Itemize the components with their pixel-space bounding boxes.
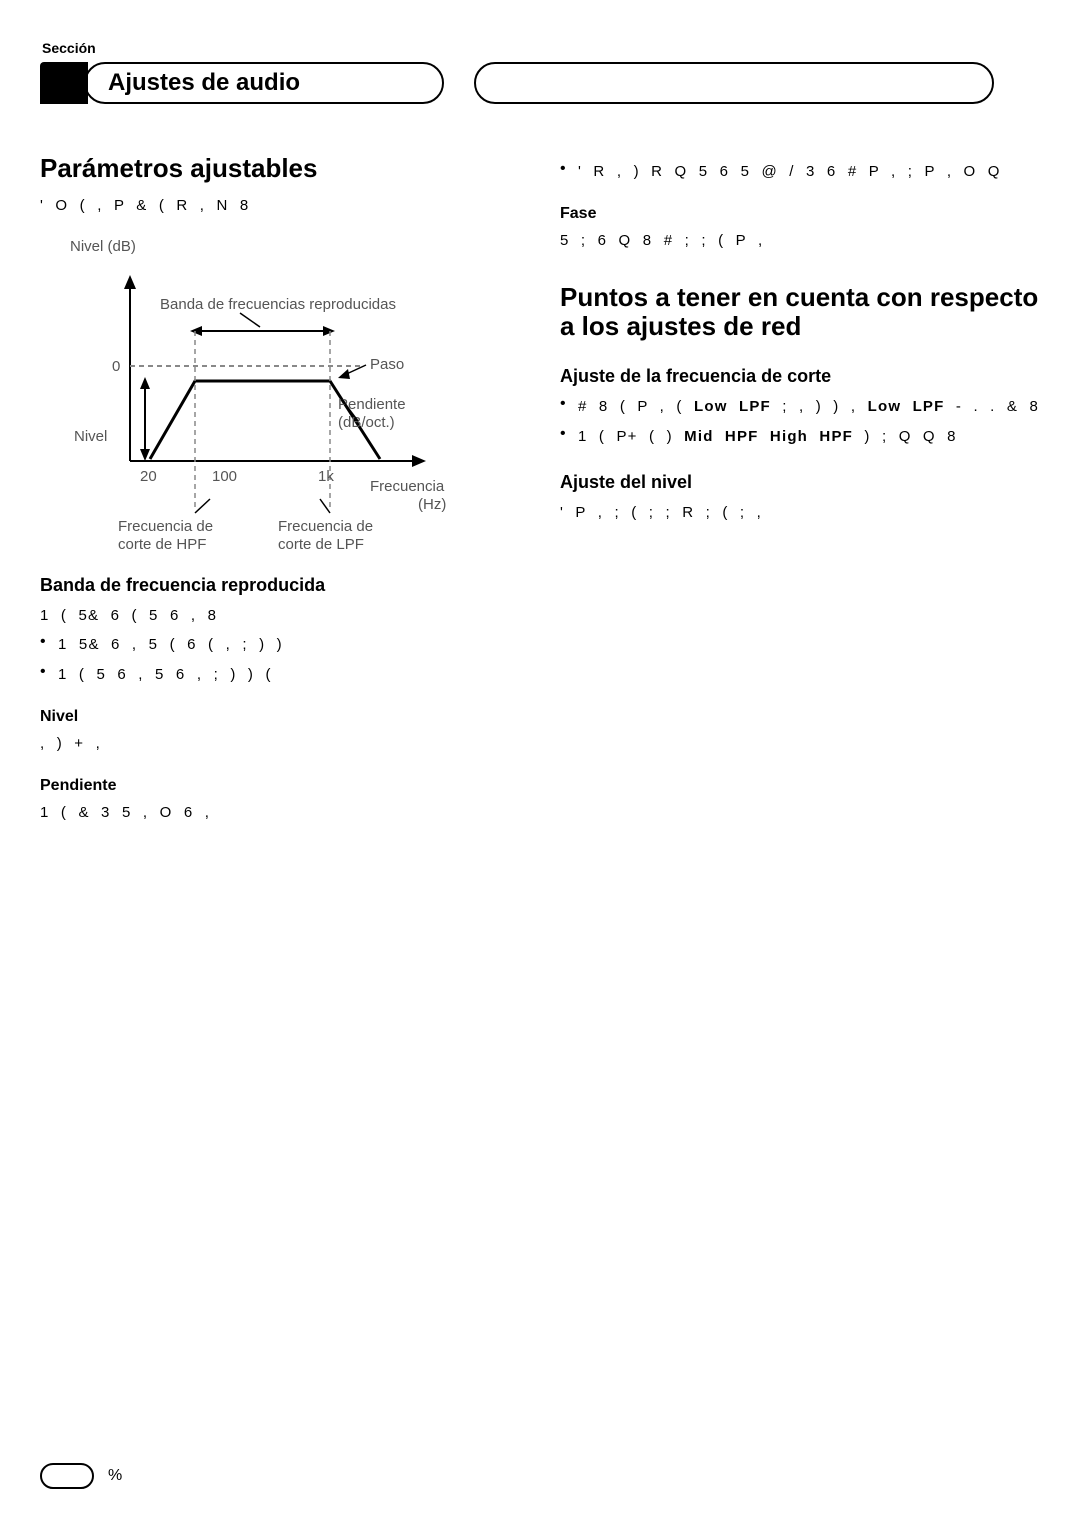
band-right-arrow-icon: [323, 326, 335, 336]
cut-b1-bold1: Low LPF: [694, 398, 771, 415]
left-intro: ' O ( , P & ( R , N 8: [40, 194, 520, 217]
right-h2: Puntos a tener en cuenta con respecto a …: [560, 283, 1040, 343]
paso-label: Paso: [370, 356, 404, 373]
nivel-up-arrow-icon: [140, 377, 150, 389]
cut-b2-bold1: Mid HPF: [684, 428, 758, 445]
cut-b1-b: ; , ) ) ,: [782, 398, 856, 415]
band-bullet-1: • 1 5& 6 , 5 ( 6 ( , ; ) ): [40, 633, 520, 656]
bullet-dot-icon: •: [560, 395, 578, 418]
band-pointer: [240, 313, 260, 327]
left-column: Parámetros ajustables ' O ( , P & ( R , …: [40, 154, 520, 824]
h3-level: Ajuste del nivel: [560, 472, 1040, 493]
cut-bullet-2: • 1 ( P+ ( ) Mid HPF: [560, 425, 1040, 448]
band-bullet-2: • 1 ( 5 6 , 5 6 , ; ) ): [40, 663, 520, 686]
cut-b2: 1 ( P+ ( ) Mid HPF High: [578, 425, 957, 448]
left-h2: Parámetros ajustables: [40, 154, 520, 184]
header-title-pill: Ajustes de audio: [84, 62, 444, 104]
pend-p: 1 ( & 3 5 , O 6 ,: [40, 801, 520, 824]
header-title: Ajustes de audio: [108, 69, 300, 97]
hpf-pointer: [195, 499, 210, 513]
h4-pendiente: Pendiente: [40, 777, 520, 795]
h3-band: Banda de frecuencia reproducida: [40, 575, 520, 596]
cut-b1-c: - . . & 8: [956, 398, 1039, 415]
cut-b2-bold2: High HPF: [770, 428, 853, 445]
header-right-pill: [474, 62, 994, 104]
x-axis-label: Frecuencia(Hz): [370, 478, 446, 513]
y-zero: 0: [112, 358, 120, 375]
band-label: Banda de frecuencias reproducidas: [160, 296, 396, 313]
frequency-diagram: Nivel (dB) 0 Paso Pendiente(dB/oct.): [40, 231, 520, 551]
bullet-dot-icon: •: [40, 633, 58, 656]
hpf-label: Frecuencia decorte de HPF: [118, 518, 213, 551]
header-row: Ajustes de audio: [40, 62, 1040, 104]
lpf-label: Frecuencia decorte de LPF: [278, 518, 373, 551]
cut-b1: # 8 ( P , ( Low LPF ;: [578, 395, 1039, 418]
level-p: ' P , ; ( ; ; R: [560, 501, 1040, 524]
right-top-text: ' R , ) R Q 5: [578, 160, 1001, 183]
black-tab: [40, 62, 88, 104]
band-b1-text: 1 5& 6 , 5 ( 6 ( , ; ) ): [58, 633, 283, 656]
footer: %: [40, 1463, 122, 1489]
band-left-arrow-icon: [190, 326, 202, 336]
bullet-dot-icon: •: [40, 663, 58, 686]
lpf-pointer: [320, 499, 330, 513]
y-arrow-icon: [124, 275, 136, 289]
x-arrow-icon: [412, 455, 426, 467]
bullet-dot-icon: •: [560, 160, 578, 183]
cut-b2-a: 1 ( P+ ( ): [578, 428, 673, 445]
cut-b1-bold2: Low LPF: [868, 398, 945, 415]
h4-fase: Fase: [560, 205, 1040, 223]
fase-p: 5 ; 6 Q 8 # ; ; ( P: [560, 229, 1040, 252]
content-columns: Parámetros ajustables ' O ( , P & ( R , …: [40, 154, 1040, 824]
right-column: • ' R , ) R Q: [560, 154, 1040, 824]
band-p1: 1 ( 5& 6 ( 5 6 , 8: [40, 604, 520, 627]
header-left: Ajustes de audio: [40, 62, 444, 104]
y-axis-label: Nivel (dB): [70, 238, 136, 255]
cut-bullet-1: • # 8 ( P , ( Low LPF ;: [560, 395, 1040, 418]
cut-b1-a: # 8 ( P , (: [578, 398, 683, 415]
page-oval: [40, 1463, 94, 1489]
nivel-p: , ) + ,: [40, 732, 520, 755]
footer-pct: %: [108, 1467, 122, 1485]
band-b2-text: 1 ( 5 6 , 5 6 , ; ) ): [58, 663, 272, 686]
nivel-down-arrow-icon: [140, 449, 150, 461]
right-top-bullet: • ' R , ) R Q: [560, 160, 1040, 183]
h4-nivel: Nivel: [40, 708, 520, 726]
paso-arrow-icon: [338, 369, 350, 379]
section-label: Sección: [42, 40, 1040, 56]
pendiente-label: Pendiente(dB/oct.): [338, 396, 406, 431]
tick-1k: 1k: [318, 468, 334, 485]
h3-cut: Ajuste de la frecuencia de corte: [560, 366, 1040, 387]
bullet-dot-icon: •: [560, 425, 578, 448]
nivel-label: Nivel: [74, 428, 107, 445]
cut-b2-b: ) ; Q Q 8: [864, 428, 956, 445]
tick-20: 20: [140, 468, 157, 485]
tick-100: 100: [212, 468, 237, 485]
